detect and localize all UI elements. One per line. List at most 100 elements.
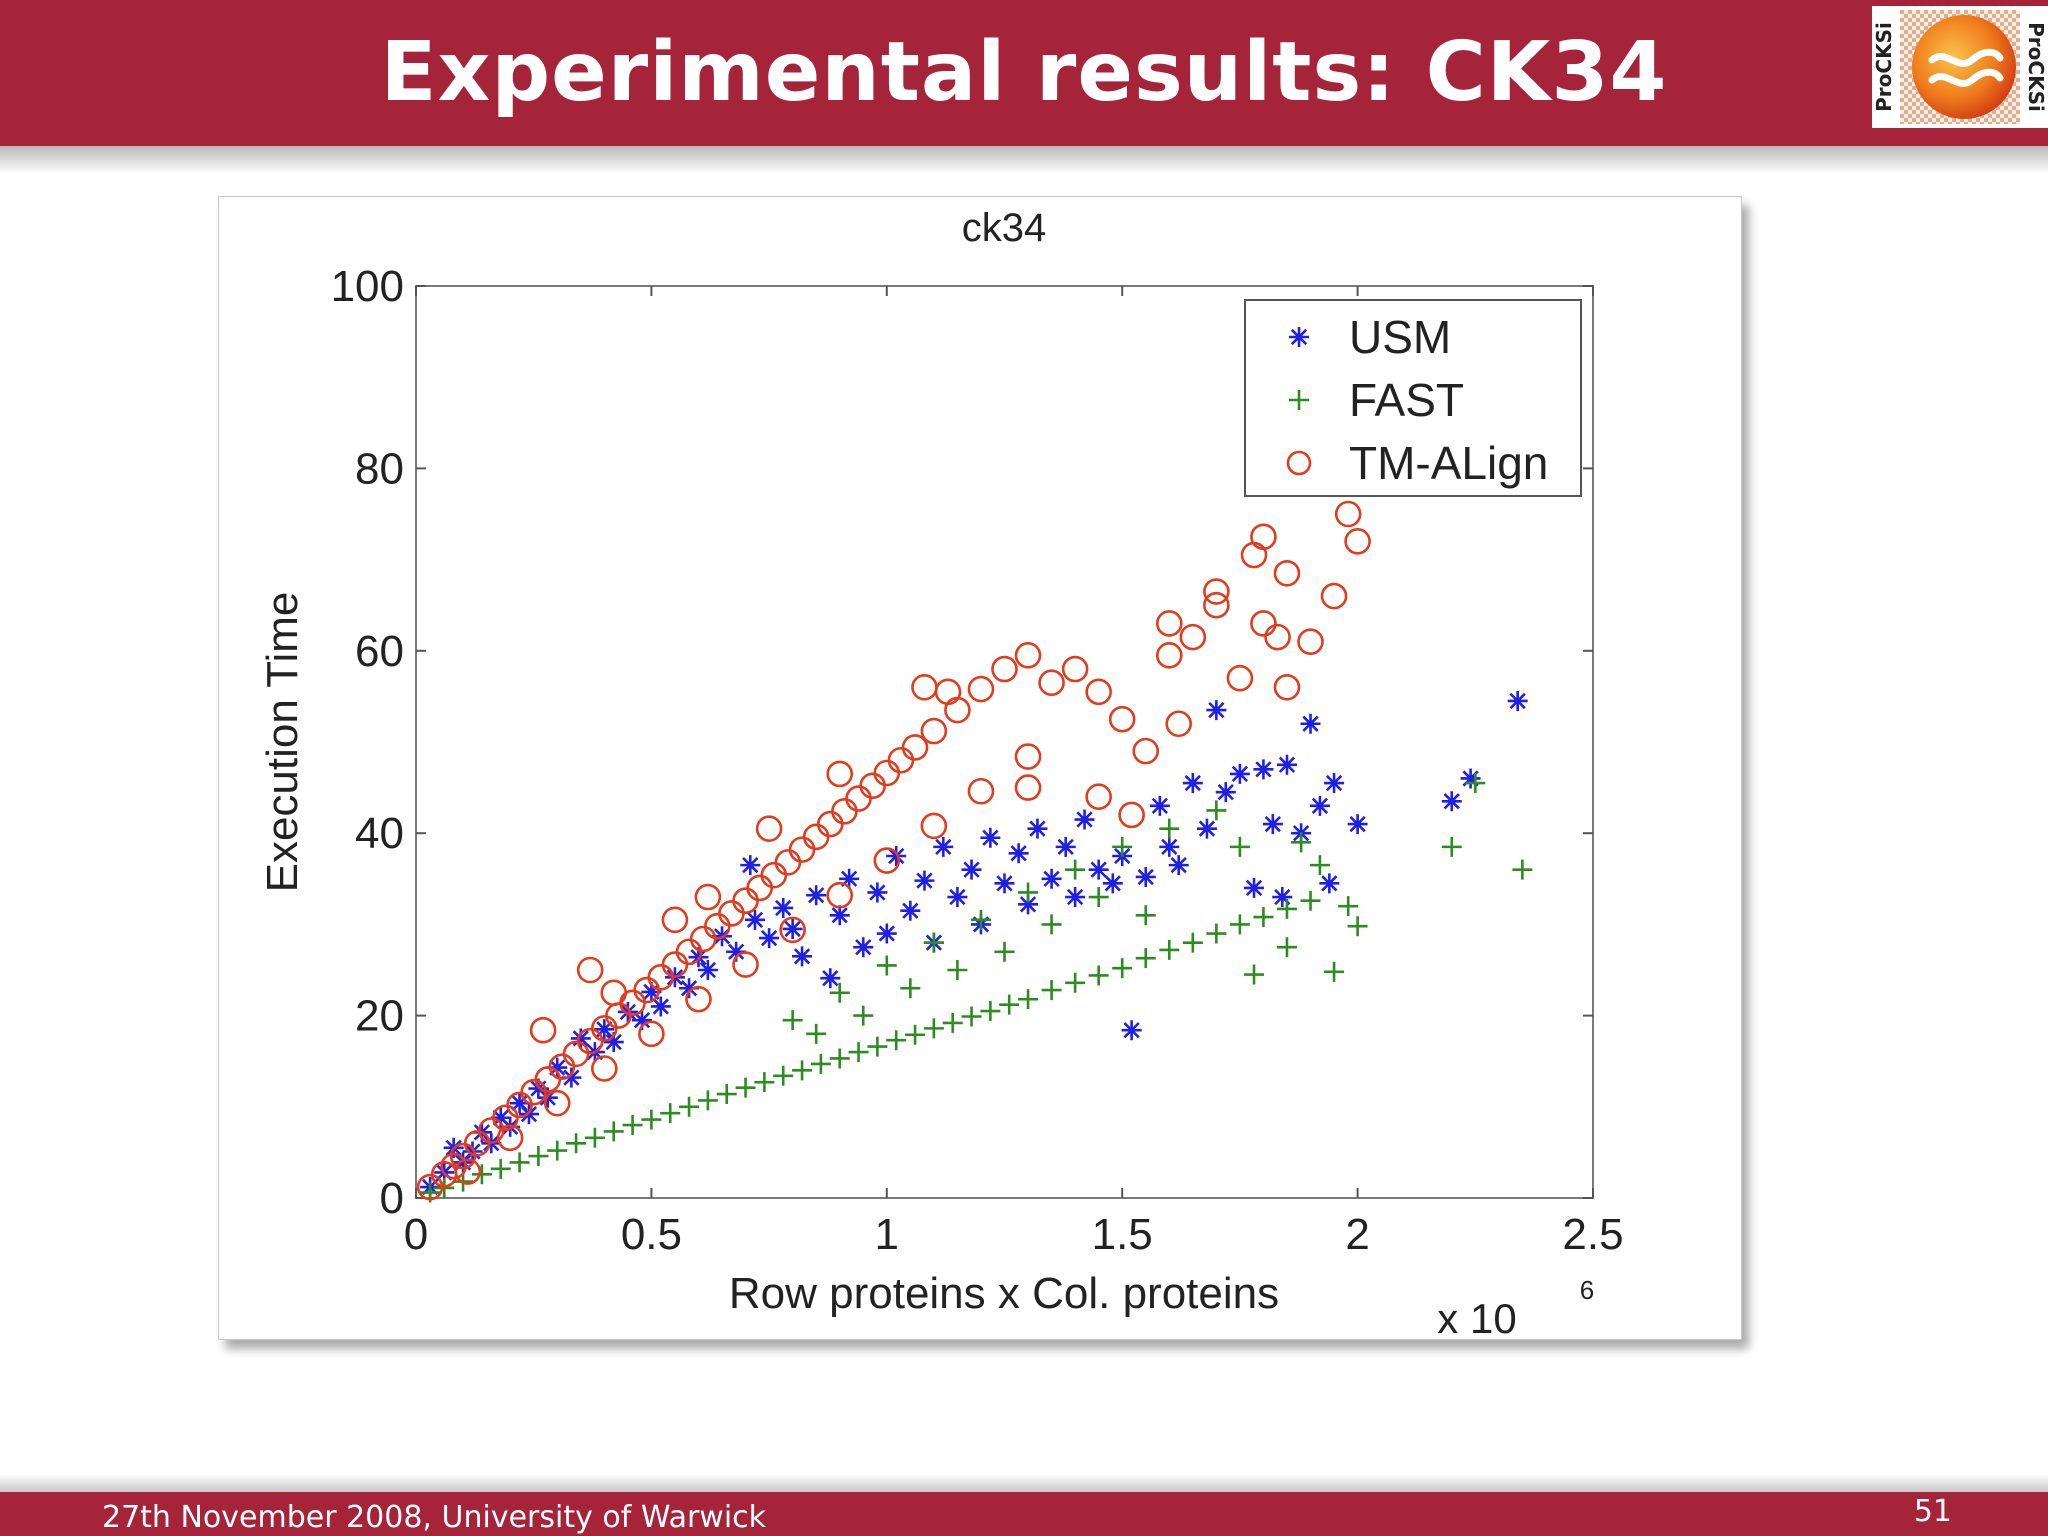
data-point	[1065, 887, 1086, 908]
y-axis-label: Execution Time	[258, 592, 307, 893]
data-point	[726, 941, 747, 962]
data-point	[980, 1001, 1001, 1022]
data-point	[820, 968, 841, 989]
data-point	[1182, 932, 1203, 953]
data-point	[1008, 843, 1029, 864]
data-point	[1309, 855, 1330, 876]
legend-marker	[1289, 327, 1309, 347]
data-point	[1165, 710, 1192, 738]
data-point	[1507, 690, 1528, 711]
data-point	[1121, 1020, 1142, 1041]
data-point	[462, 1141, 483, 1162]
data-point	[1344, 528, 1371, 555]
data-point	[831, 798, 858, 825]
data-point	[1244, 877, 1265, 898]
data-point	[1118, 801, 1145, 829]
data-point	[1055, 836, 1076, 857]
x-multiplier-label: x 10	[1437, 1295, 1516, 1339]
data-point	[1155, 642, 1183, 669]
data-point	[1273, 673, 1301, 701]
series-fast	[420, 773, 1533, 1203]
data-point	[490, 1107, 511, 1128]
data-point	[591, 1055, 618, 1082]
data-point	[638, 1020, 665, 1048]
data-point	[740, 855, 761, 876]
data-point	[754, 1072, 775, 1093]
data-point	[1276, 898, 1297, 919]
data-point	[679, 978, 700, 999]
data-point	[735, 1077, 756, 1098]
y-tick-label: 40	[355, 809, 404, 858]
data-point	[641, 1109, 662, 1130]
data-point	[1065, 972, 1086, 993]
data-point	[1014, 642, 1042, 669]
data-point	[826, 881, 854, 909]
data-point	[967, 675, 995, 703]
data-point	[1088, 887, 1109, 908]
data-point	[1206, 800, 1227, 821]
data-point	[1196, 818, 1217, 839]
data-point	[471, 1164, 492, 1185]
data-point	[1250, 523, 1277, 551]
series-tm-align	[416, 500, 1371, 1201]
data-point	[773, 897, 794, 918]
data-point	[1018, 989, 1039, 1010]
x-tick-label: 2	[1345, 1210, 1369, 1259]
data-point	[944, 696, 971, 724]
data-point	[716, 1084, 737, 1105]
data-point	[603, 1121, 624, 1142]
data-point	[1244, 964, 1265, 985]
data-point	[1215, 782, 1236, 803]
data-point	[1512, 859, 1533, 880]
plot-frame	[415, 285, 1594, 1199]
data-point	[782, 1010, 803, 1031]
data-point	[562, 1040, 590, 1068]
data-point	[1338, 896, 1359, 917]
data-point	[576, 956, 604, 984]
data-point	[1253, 759, 1274, 780]
data-point	[1149, 795, 1170, 816]
data-point	[1088, 859, 1109, 880]
y-tick-label: 100	[331, 262, 404, 311]
data-point	[744, 909, 765, 930]
data-point	[810, 1053, 831, 1074]
data-point	[661, 906, 689, 934]
data-point	[689, 925, 717, 953]
data-point	[631, 1010, 652, 1031]
data-point	[760, 861, 788, 889]
data-point	[859, 772, 886, 800]
y-tick-label: 0	[380, 1174, 404, 1223]
data-point	[817, 810, 844, 838]
data-point	[1300, 890, 1321, 911]
data-point	[697, 1090, 718, 1111]
data-point	[1088, 965, 1109, 986]
data-point	[1465, 773, 1486, 794]
data-point	[1309, 795, 1330, 816]
data-point	[1065, 859, 1086, 880]
data-point	[999, 994, 1020, 1015]
data-point	[584, 1127, 605, 1148]
data-point	[873, 847, 901, 874]
x-tick-label: 0.5	[621, 1210, 682, 1259]
data-point	[1135, 866, 1156, 887]
data-point	[873, 759, 901, 787]
data-point	[1085, 783, 1112, 811]
logo-text-right: ProCKSi	[2024, 22, 2048, 112]
data-point	[543, 1089, 571, 1117]
data-point	[509, 1093, 530, 1114]
title-bar	[0, 0, 2048, 146]
data-point	[782, 918, 803, 939]
data-point	[802, 823, 830, 851]
data-point	[967, 777, 995, 805]
x-tick-label: 2.5	[1562, 1210, 1623, 1259]
data-point	[1027, 818, 1048, 839]
data-point	[650, 996, 671, 1017]
data-point	[1334, 500, 1362, 528]
data-point	[923, 1018, 944, 1039]
data-point	[1262, 814, 1283, 835]
data-point	[1206, 700, 1227, 721]
data-point	[994, 873, 1015, 894]
data-point	[1155, 610, 1183, 637]
y-tick-label: 80	[355, 444, 404, 493]
data-point	[561, 1067, 582, 1088]
